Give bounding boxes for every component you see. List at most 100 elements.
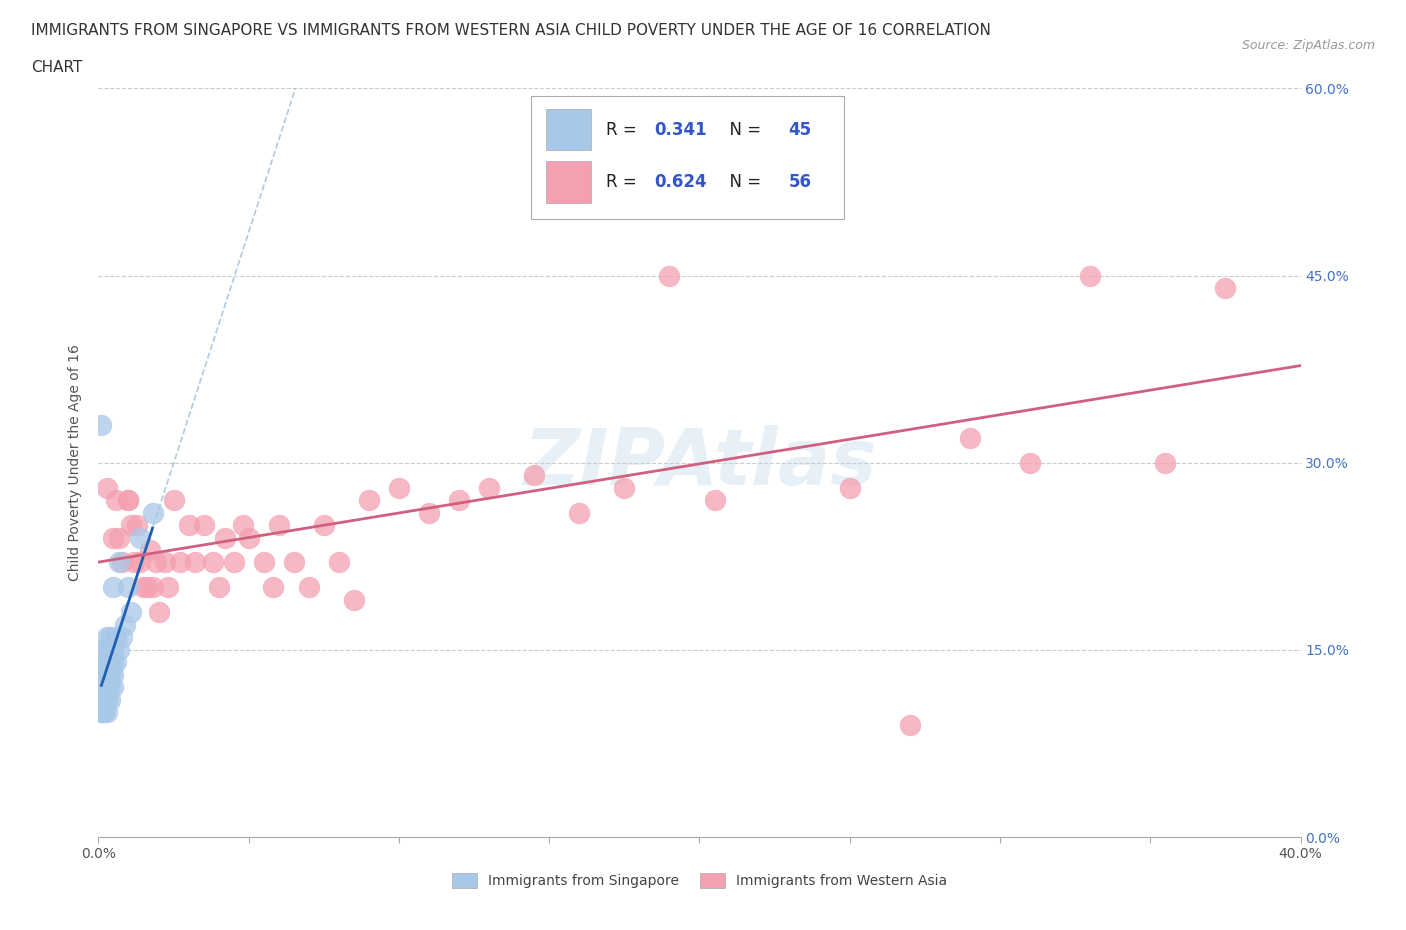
Point (312, 518, 335, 533)
Point (93, 668, 115, 683)
Point (388, 480, 411, 495)
Point (478, 480, 501, 495)
Point (208, 580, 231, 595)
Point (145, 555, 167, 570)
Point (111, 555, 134, 570)
Point (162, 493, 184, 508)
Point (90, 668, 112, 683)
Point (658, 268, 681, 283)
Point (103, 530, 125, 545)
Point (418, 505, 440, 520)
Point (121, 605, 143, 620)
Point (103, 580, 125, 595)
Point (105, 630, 128, 644)
Point (96, 680, 118, 695)
Point (121, 518, 143, 533)
Point (90, 705, 112, 720)
Point (100, 630, 122, 644)
Point (298, 580, 321, 595)
Point (214, 530, 236, 545)
Point (100, 668, 122, 683)
Point (132, 580, 155, 595)
Point (959, 431, 981, 445)
Point (1078, 268, 1101, 283)
Point (148, 605, 170, 620)
Point (748, 180, 770, 195)
Point (447, 493, 470, 508)
Point (124, 555, 146, 570)
Point (93, 705, 115, 720)
Point (103, 643, 125, 658)
Point (93, 692, 115, 707)
Point (96, 668, 118, 683)
Text: N =: N = (718, 121, 766, 139)
Point (838, 480, 860, 495)
Point (129, 555, 152, 570)
Point (703, 493, 725, 508)
Point (183, 555, 205, 570)
Point (96, 480, 118, 495)
Point (93, 692, 115, 707)
Point (1154, 456, 1177, 471)
Point (169, 555, 191, 570)
Point (267, 518, 290, 533)
Point (135, 580, 157, 595)
Point (90, 418, 112, 432)
Point (222, 555, 245, 570)
Point (100, 680, 122, 695)
Point (90, 655, 112, 670)
Point (232, 518, 254, 533)
Point (357, 493, 380, 508)
Point (93, 655, 115, 670)
Text: ZIPAtlas: ZIPAtlas (523, 425, 876, 500)
Point (153, 555, 176, 570)
Point (103, 655, 125, 670)
Point (262, 580, 284, 595)
Point (93, 705, 115, 720)
Text: Source: ZipAtlas.com: Source: ZipAtlas.com (1241, 39, 1375, 52)
Text: N =: N = (718, 173, 766, 191)
Point (193, 518, 215, 533)
Point (613, 480, 636, 495)
Text: R =: R = (606, 121, 641, 139)
Point (141, 580, 163, 595)
Point (156, 580, 179, 595)
Point (96, 692, 118, 707)
Point (343, 592, 366, 607)
Point (114, 618, 136, 632)
FancyBboxPatch shape (546, 109, 592, 150)
Point (103, 680, 125, 695)
Point (201, 555, 224, 570)
Point (90, 680, 112, 695)
Point (108, 530, 131, 545)
Point (90, 680, 112, 695)
Text: CHART: CHART (31, 60, 83, 75)
Point (141, 505, 163, 520)
Point (90, 705, 112, 720)
Point (523, 468, 546, 483)
Text: 56: 56 (789, 173, 811, 191)
Point (117, 580, 139, 595)
Point (127, 518, 149, 533)
Point (96, 655, 118, 670)
Y-axis label: Child Poverty Under the Age of 16: Child Poverty Under the Age of 16 (69, 344, 83, 581)
Point (105, 655, 128, 670)
Point (105, 493, 128, 508)
Point (93, 643, 115, 658)
Point (90, 692, 112, 707)
Point (108, 643, 131, 658)
Point (117, 493, 139, 508)
Text: 0.341: 0.341 (654, 121, 706, 139)
Point (898, 717, 921, 732)
Point (253, 555, 276, 570)
FancyBboxPatch shape (531, 96, 844, 219)
Point (129, 530, 152, 545)
Text: R =: R = (606, 173, 641, 191)
Point (93, 680, 115, 695)
Point (108, 555, 131, 570)
Legend: Immigrants from Singapore, Immigrants from Western Asia: Immigrants from Singapore, Immigrants fr… (446, 868, 953, 894)
Point (1215, 281, 1237, 296)
Point (93, 668, 115, 683)
Point (103, 668, 125, 683)
FancyBboxPatch shape (546, 161, 592, 203)
